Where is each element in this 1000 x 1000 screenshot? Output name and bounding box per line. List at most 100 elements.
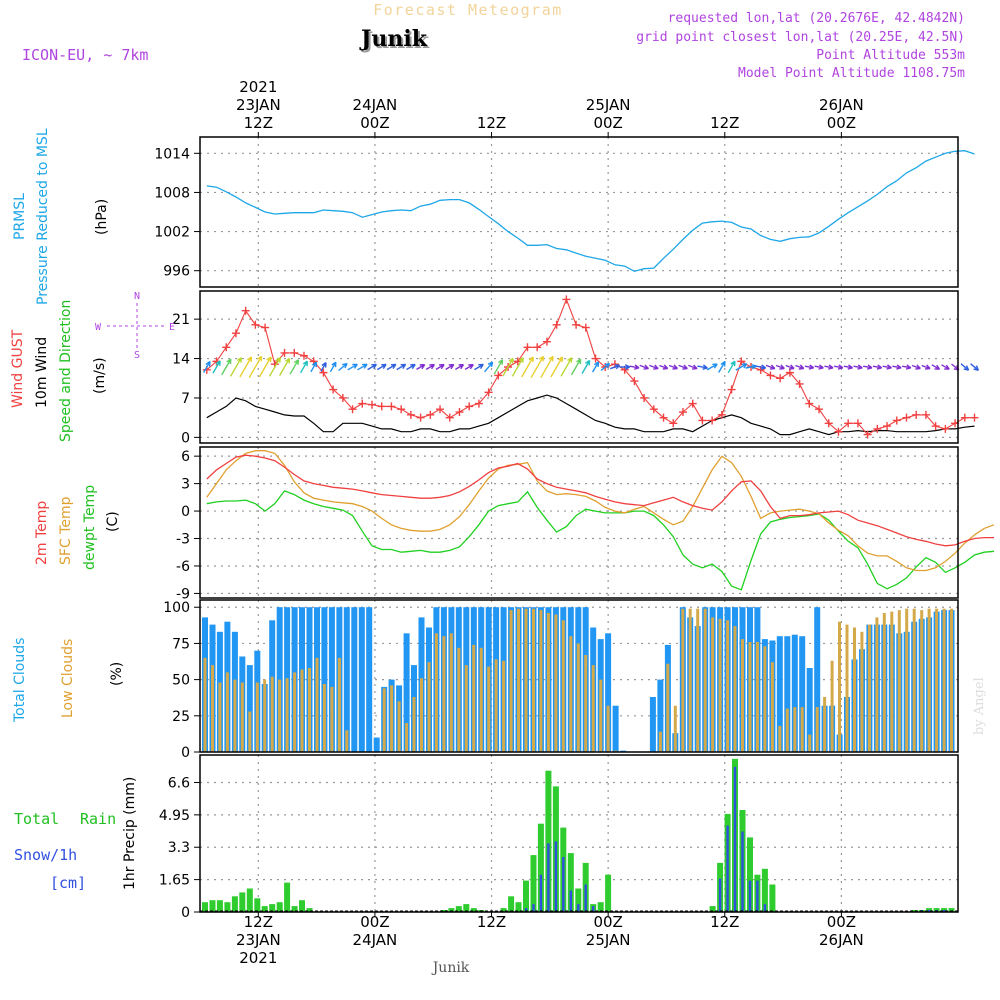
wind-gust-line bbox=[206, 297, 975, 436]
low-cloud-bar bbox=[554, 614, 558, 752]
gust-point bbox=[591, 354, 600, 363]
low-cloud-bar bbox=[845, 624, 849, 752]
compass-north: N bbox=[134, 291, 140, 302]
snow-bar bbox=[532, 904, 535, 912]
bottom-time-label: 00Z bbox=[827, 913, 856, 931]
low-cloud-bar bbox=[920, 610, 924, 752]
snow-bar bbox=[748, 880, 752, 912]
wind-arrow bbox=[221, 358, 232, 376]
gust-point bbox=[766, 371, 775, 380]
wind-arrow bbox=[203, 360, 211, 373]
snow-bar bbox=[584, 884, 587, 912]
gust-point bbox=[941, 424, 950, 433]
low-cloud-bar bbox=[218, 682, 222, 752]
low-cloud-bar bbox=[696, 608, 700, 752]
wind-arrow bbox=[435, 363, 445, 371]
low-cloud-bar bbox=[532, 608, 535, 752]
gust-point bbox=[960, 413, 969, 422]
wind-10m-label: 10m Wind bbox=[34, 337, 50, 408]
wind-arrow bbox=[229, 357, 242, 377]
footer-location: Junik bbox=[431, 960, 470, 976]
wind-arrow bbox=[814, 364, 824, 370]
wind-arrow bbox=[785, 364, 795, 370]
y-tick-label: -9 bbox=[176, 586, 190, 602]
wind-arrow bbox=[310, 361, 318, 373]
bottom-time-label: 25JAN bbox=[586, 931, 631, 949]
wind-dir-label: Speed and Direction bbox=[58, 300, 74, 442]
cloud-labels: Total Clouds Low Clouds (%) bbox=[12, 638, 125, 723]
total-cloud-bar bbox=[649, 697, 656, 752]
total-cloud-bar bbox=[366, 607, 373, 752]
wind-arrow bbox=[570, 358, 582, 376]
wind-arrow bbox=[706, 363, 718, 371]
wind-arrow bbox=[931, 364, 941, 370]
snow-bar bbox=[539, 874, 543, 912]
wind-arrow bbox=[212, 360, 221, 374]
low-cloud-bar bbox=[897, 610, 901, 752]
wind-arrow bbox=[396, 363, 407, 371]
low-cloud-bars bbox=[203, 608, 953, 752]
y-tick-label: 1008 bbox=[154, 185, 190, 201]
y-tick-label: 100 bbox=[163, 600, 190, 616]
rain-bar bbox=[246, 888, 253, 912]
low-cloud-bar bbox=[681, 608, 685, 752]
wind-10m-line bbox=[206, 394, 975, 436]
low-cloud-bar bbox=[390, 685, 394, 752]
low-cloud-bar bbox=[263, 679, 267, 752]
y-tick-label: 0 bbox=[181, 504, 190, 520]
wind-arrow bbox=[445, 363, 455, 371]
low-cloud-bar bbox=[584, 655, 588, 752]
compass-south: S bbox=[134, 350, 140, 361]
wind-arrow bbox=[609, 364, 621, 370]
wind-arrow bbox=[921, 364, 931, 370]
gust-point bbox=[873, 424, 882, 433]
gust-point bbox=[474, 399, 483, 408]
low-cloud-bar bbox=[524, 608, 528, 752]
gust-point bbox=[251, 320, 260, 329]
gust-point bbox=[844, 419, 853, 428]
gust-point bbox=[426, 410, 435, 419]
gust-point bbox=[338, 393, 347, 402]
wind-arrow bbox=[911, 364, 921, 370]
top-time-label: 12Z bbox=[244, 114, 273, 132]
gust-point bbox=[776, 374, 785, 383]
gust-point bbox=[815, 405, 824, 414]
low-clouds-label: Low Clouds bbox=[60, 639, 76, 718]
total-cloud-bar bbox=[343, 607, 350, 752]
wind-arrow bbox=[338, 362, 348, 372]
wind-arrow bbox=[484, 361, 494, 373]
rain-bar bbox=[261, 906, 268, 912]
low-cloud-bar bbox=[800, 707, 804, 752]
gust-point bbox=[406, 410, 415, 419]
rain-bar bbox=[470, 908, 477, 912]
snow-bar bbox=[524, 908, 528, 912]
gust-point bbox=[640, 393, 649, 402]
low-cloud-bar bbox=[823, 697, 827, 752]
top-time-label: 00Z bbox=[360, 114, 389, 132]
low-cloud-bar bbox=[711, 617, 715, 752]
gust-point bbox=[358, 399, 367, 408]
low-cloud-bar bbox=[427, 662, 431, 752]
total-cloud-bar bbox=[403, 633, 410, 752]
snow-bar bbox=[733, 766, 737, 912]
sfc-temp-line bbox=[206, 450, 995, 572]
wind-unit: (m/s) bbox=[92, 357, 108, 394]
gust-point bbox=[299, 351, 308, 360]
top-time-label: 12Z bbox=[477, 114, 506, 132]
low-cloud-bar bbox=[830, 660, 834, 752]
gust-point bbox=[678, 408, 687, 417]
low-cloud-bar bbox=[770, 662, 774, 752]
gust-point bbox=[688, 399, 697, 408]
low-cloud-bar bbox=[494, 659, 498, 752]
gust-point bbox=[290, 348, 299, 357]
wind-arrow bbox=[416, 363, 426, 371]
model-point-altitude: Model Point Altitude 1108.75m bbox=[738, 66, 965, 81]
low-cloud-bar bbox=[449, 633, 453, 752]
gust-point bbox=[348, 405, 357, 414]
snow-bar bbox=[562, 857, 565, 912]
low-cloud-bar bbox=[875, 617, 879, 752]
rain-bar bbox=[224, 902, 231, 912]
gust-point bbox=[552, 320, 561, 329]
gust-point bbox=[416, 413, 425, 422]
wind-arrow bbox=[795, 364, 805, 370]
